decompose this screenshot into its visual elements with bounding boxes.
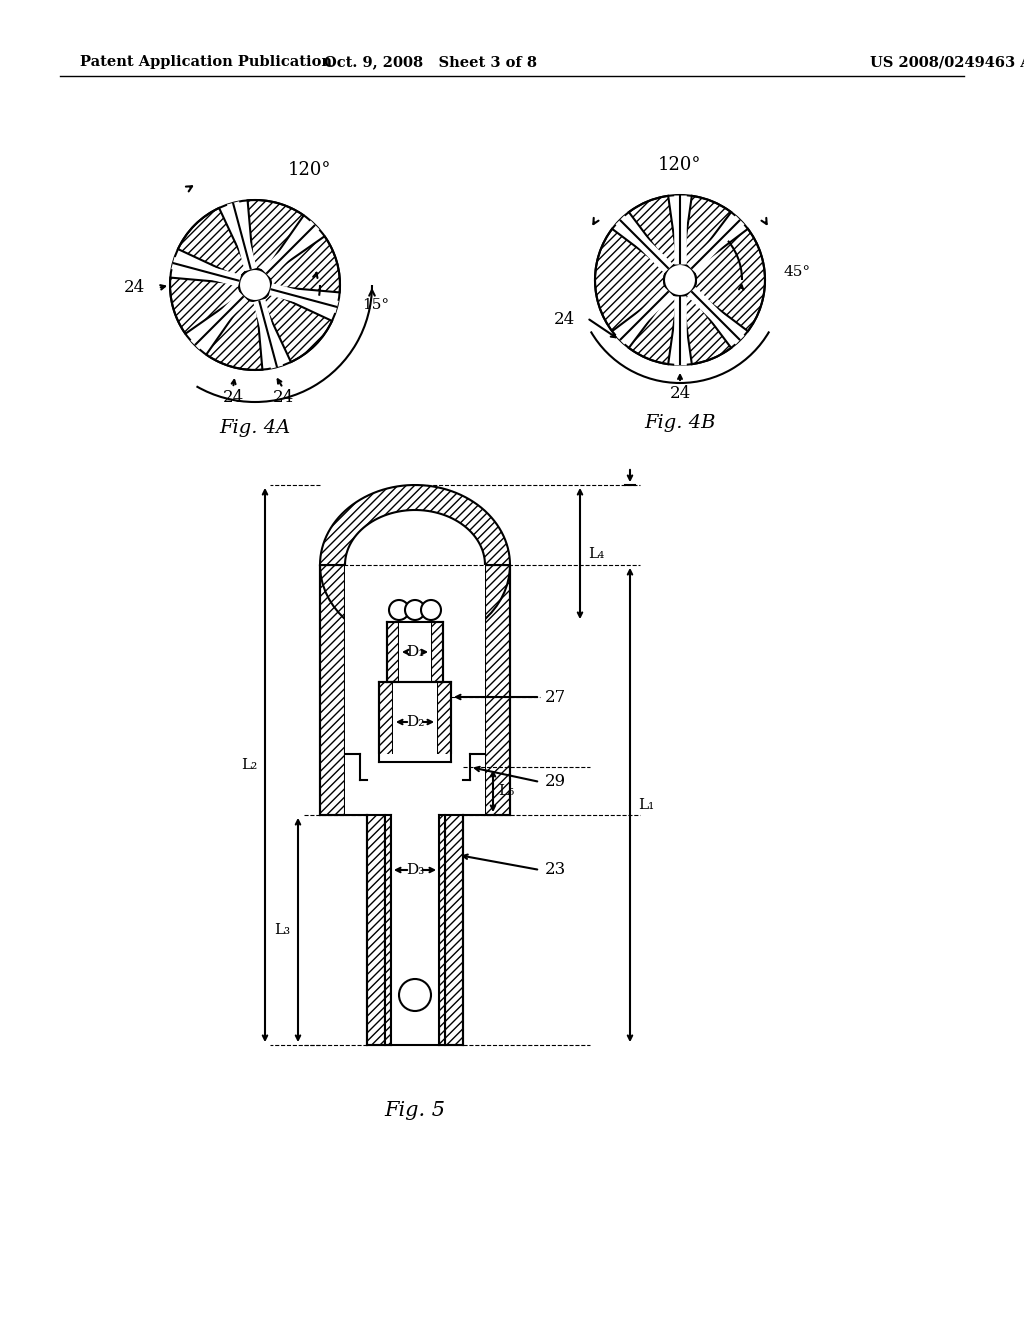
Wedge shape [682,195,731,267]
Circle shape [421,756,441,777]
Wedge shape [262,292,332,362]
Circle shape [406,756,425,777]
Bar [379,682,393,762]
Circle shape [389,756,409,777]
Wedge shape [170,277,242,334]
Wedge shape [682,293,731,364]
Bar [385,814,391,1045]
Text: 15°: 15° [362,298,389,312]
Text: 24: 24 [124,280,145,297]
Bar [367,814,385,1045]
Bar [387,622,399,682]
Bar [345,565,485,814]
Bar [391,814,439,1045]
Polygon shape [319,484,510,565]
Text: 45°: 45° [783,265,810,279]
Circle shape [664,264,696,296]
Circle shape [389,601,409,620]
Text: 29: 29 [545,774,566,791]
Bar [445,814,463,1045]
Bar [485,565,510,814]
Text: D₁: D₁ [406,645,424,659]
Text: 27: 27 [545,689,566,705]
Text: Fig. 4A: Fig. 4A [219,418,291,437]
Text: Fig. 4B: Fig. 4B [644,414,716,432]
Text: L₁: L₁ [638,799,654,812]
Wedge shape [595,228,668,331]
Text: 120°: 120° [288,161,332,180]
Text: D₂: D₂ [406,715,424,729]
Text: L₂: L₂ [241,758,257,772]
Bar [399,622,431,682]
Bar [385,814,445,1045]
Bar [439,814,445,1045]
Wedge shape [268,236,340,293]
Text: Fig. 5: Fig. 5 [384,1101,445,1119]
Text: 24: 24 [554,312,575,329]
Wedge shape [629,195,678,267]
Text: L₅: L₅ [498,784,514,799]
Bar [431,622,443,682]
Text: 24: 24 [222,389,244,407]
Circle shape [421,601,441,620]
Wedge shape [629,293,678,364]
Text: 24: 24 [272,389,294,407]
Text: Patent Application Publication: Patent Application Publication [80,55,332,69]
Bar [437,682,451,762]
Text: 120°: 120° [658,156,701,174]
Text: Oct. 9, 2008   Sheet 3 of 8: Oct. 9, 2008 Sheet 3 of 8 [324,55,537,69]
Text: D₃: D₃ [406,863,424,876]
Wedge shape [248,201,304,272]
Circle shape [239,269,271,301]
Wedge shape [693,228,765,331]
Wedge shape [178,209,248,279]
Circle shape [399,979,431,1011]
Text: 23: 23 [545,862,566,879]
Bar [360,754,470,780]
Text: 24: 24 [670,384,690,401]
Circle shape [406,601,425,620]
Text: L₄: L₄ [588,546,604,561]
Bar [393,682,437,762]
Wedge shape [206,298,262,370]
Bar [319,565,345,814]
Text: US 2008/0249463 A1: US 2008/0249463 A1 [870,55,1024,69]
Text: L₃: L₃ [273,923,290,937]
